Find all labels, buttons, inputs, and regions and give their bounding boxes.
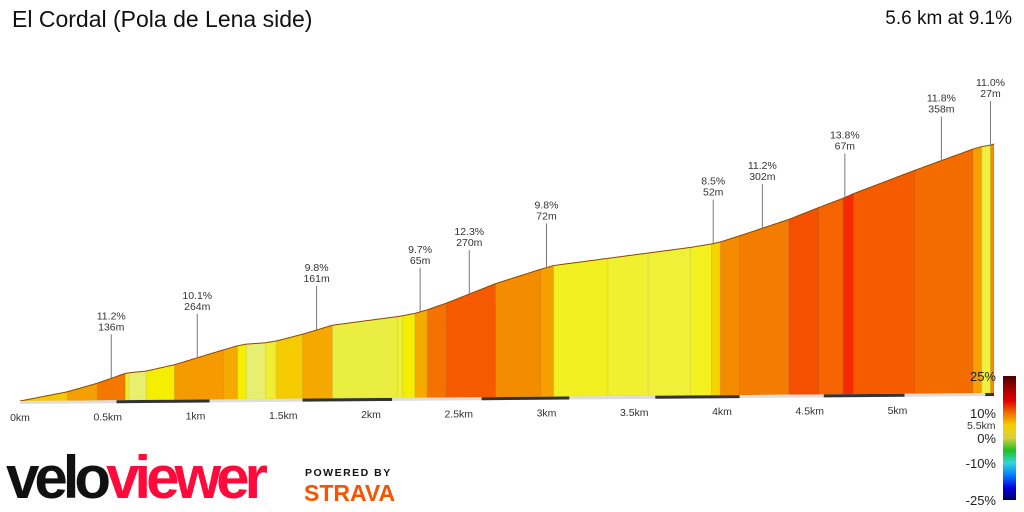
profile-segments [19, 143, 995, 402]
profile-segment [818, 197, 844, 395]
legend-label: -25% [966, 493, 997, 508]
gradient-legend: 25% 10% 0% -10% -25% [966, 369, 1016, 508]
strip-dark [655, 395, 740, 399]
x-tick-label: 1km [186, 411, 206, 423]
veloviewer-logo: veloviewer [6, 444, 268, 511]
strava-logo: STRAVA [304, 480, 396, 506]
legend-colorbar [1003, 376, 1016, 500]
legend-label: -10% [966, 456, 997, 471]
profile-segment [972, 145, 983, 394]
annotation-length: 358m [928, 104, 955, 116]
annotation-length: 72m [536, 211, 557, 223]
annotation-grade: 12.3% [454, 226, 484, 238]
profile-segment [245, 342, 267, 400]
x-tick-label: 4km [712, 406, 732, 418]
profile-segment [719, 235, 741, 396]
annotation-length: 52m [703, 187, 724, 199]
profile-segment [275, 333, 304, 400]
annotation-length: 65m [410, 255, 431, 267]
annotation-grade: 11.8% [927, 93, 956, 105]
strip-dark [481, 396, 570, 401]
strip-dark [823, 393, 905, 398]
profile-segment [414, 309, 428, 399]
profile-outline [19, 143, 995, 402]
page-title: El Cordal (Pola de Lena side) [12, 6, 313, 32]
annotation-length: 27m [980, 88, 1001, 100]
strip-dark [302, 397, 393, 402]
distance-strip [19, 393, 995, 404]
annotation-grade: 11.2% [748, 160, 777, 172]
profile-segment [710, 241, 721, 396]
annotation-grade: 8.5% [701, 176, 725, 188]
profile-segment [739, 218, 790, 396]
profile-segment [265, 340, 277, 400]
x-tick-label: 5.5km [967, 420, 996, 432]
profile-segment [788, 206, 820, 396]
x-tick-label: 2km [361, 409, 381, 421]
profile-segment [540, 264, 555, 398]
profile-segment [607, 252, 649, 397]
x-tick-label: 0.5km [93, 411, 122, 423]
x-tick-label: 3.5km [620, 407, 649, 419]
annotation-length: 270m [456, 237, 483, 249]
annotation-grade: 10.1% [182, 290, 212, 302]
annotations: 11.2%136m10.1%264m9.8%161m9.7%65m12.3%27… [97, 77, 1005, 379]
profile-segment [914, 148, 974, 395]
profile-segment [553, 257, 609, 398]
annotation-length: 264m [184, 301, 211, 313]
profile-segment [647, 246, 691, 397]
annotation-grade: 9.8% [305, 262, 329, 274]
x-tick-label: 3km [537, 408, 557, 420]
profile-segment [853, 169, 916, 395]
x-tick-label: 4.5km [795, 406, 824, 418]
annotation-grade: 13.8% [830, 129, 860, 141]
profile-segment [426, 302, 447, 399]
x-tick-label: 1.5km [269, 410, 298, 422]
annotation-grade: 11.0% [976, 77, 1005, 89]
profile-segment [842, 192, 855, 395]
profile-segment [402, 312, 416, 399]
annotation-grade: 9.8% [535, 200, 559, 212]
profile-segment [128, 370, 147, 401]
x-axis-ticks: 0km 0.5km 1km 1.5km 2km 2.5km 3km 3.5km 4km 4.5km… [10, 405, 996, 432]
annotation-grade: 9.7% [408, 244, 432, 256]
annotation-grade: 11.2% [97, 310, 126, 322]
annotation-length: 67m [835, 140, 856, 152]
profile-segment [302, 324, 333, 400]
profile-segment [396, 315, 404, 399]
profile-segment [124, 372, 130, 401]
x-tick-label: 0km [10, 412, 30, 424]
climb-summary: 5.6 km at 9.1% [885, 8, 1012, 29]
profile-segment [990, 143, 995, 394]
profile-segment [66, 382, 98, 402]
annotation-length: 161m [303, 273, 330, 285]
x-tick-label: 2.5km [444, 408, 473, 420]
legend-label: 25% [970, 369, 996, 384]
legend-label: 0% [977, 431, 996, 446]
strip-dark [116, 399, 210, 404]
legend-label: 10% [970, 406, 996, 421]
x-tick-label: 5km [888, 405, 908, 417]
annotation-length: 136m [98, 321, 125, 333]
profile-segment [689, 243, 712, 396]
profile-segment [981, 144, 992, 394]
profile-segment [223, 345, 239, 400]
profile-segment [237, 343, 247, 400]
profile-segment [331, 316, 398, 399]
annotation-length: 302m [749, 171, 776, 183]
profile-segment [495, 268, 542, 398]
powered-by-text: POWERED BY [305, 467, 392, 479]
